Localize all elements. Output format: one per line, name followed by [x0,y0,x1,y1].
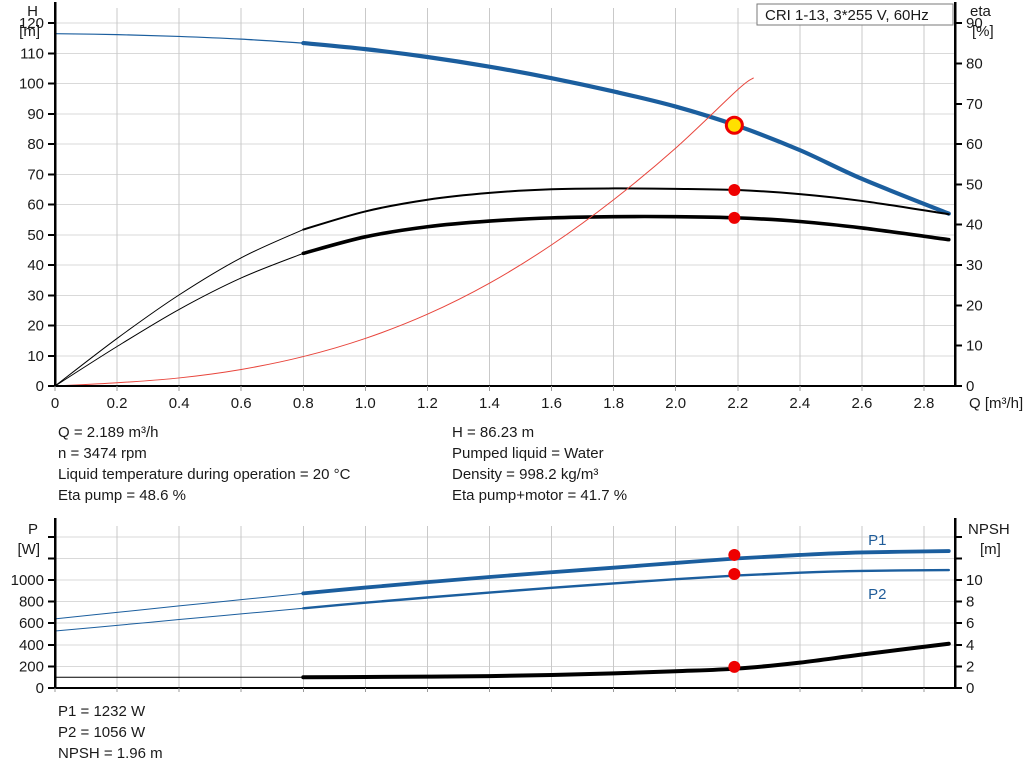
p2-point-marker[interactable] [728,567,741,580]
top-x-tick-label: 2.8 [914,395,935,412]
eta-pump-motor-curve-thin [54,252,304,387]
chart-title-label: CRI 1-13, 3*255 V, 60Hz [765,7,929,24]
top-y2-tick-label: 10 [966,338,983,355]
eta-pump-curve [302,187,950,231]
bottom-y-axis-title: P [28,521,38,538]
info-bottom-line: NPSH = 1.96 m [58,745,163,762]
top-x-tick-label: 1.4 [479,395,500,412]
bottom-y-tick-label: 400 [19,637,44,654]
info-top-col1-line: Eta pump = 48.6 % [58,487,186,504]
info-bottom-line: P1 = 1232 W [58,703,146,720]
p2-curve-thin [54,607,304,632]
top-y-tick-label: 0 [36,378,44,395]
top-y-tick-label: 70 [27,166,44,183]
p2-series-label: P2 [868,586,886,603]
top-y2-tick-label: 70 [966,96,983,113]
top-y-tick-label: 20 [27,318,44,335]
top-x-tick-label: 0.4 [169,395,190,412]
top-y-tick-label: 120 [19,15,44,32]
bottom-y2-axis-unit: [m] [980,541,1001,558]
bottom-y-tick-label: 0 [36,680,44,697]
info-top-col2-line: Density = 998.2 kg/m³ [452,466,598,483]
top-x-tick-label: 0.8 [293,395,314,412]
info-top-col1-line: n = 3474 rpm [58,445,147,462]
info-top-col2-line: Eta pump+motor = 41.7 % [452,487,627,504]
p1-curve-thin [54,592,304,620]
bottom-y2-tick-label: 2 [966,658,974,675]
bottom-y2-axis-title: NPSH [968,521,1010,538]
top-x-tick-label: 2.4 [789,395,810,412]
top-y2-tick-label: 40 [966,217,983,234]
top-x-tick-label: 0.2 [107,395,128,412]
info-top-col1-line: Q = 2.189 m³/h [58,424,158,441]
top-x-tick-label: 0 [51,395,59,412]
top-y-tick-label: 30 [27,287,44,304]
p1-curve [301,549,951,596]
top-y2-tick-label: 20 [966,297,983,314]
info-top-col1-line: Liquid temperature during operation = 20… [58,466,351,483]
bottom-y-tick-label: 1000 [11,572,44,589]
top-x-tick-label: 0.6 [231,395,252,412]
head-curve [301,40,951,216]
bottom-y-axis-unit: [W] [18,541,41,558]
bottom-y2-tick-label: 8 [966,594,974,611]
info-top-col2-line: H = 86.23 m [452,424,534,441]
bottom-chart: P1 P2 0 200 400 600 800 1000 0 2 4 6 8 10 P [W] NPSH [m] [11,518,1010,697]
top-y-axis-unit: [m] [19,23,40,40]
operating-point-info: Q = 2.189 m³/h n = 3474 rpm Liquid tempera… [58,424,627,504]
top-y-tick-label: 80 [27,136,44,153]
top-y-tick-label: 40 [27,257,44,274]
bottom-y-tick-label: 200 [19,658,44,675]
bottom-y2-tick-label: 10 [966,572,983,589]
top-x-axis-title: Q [m³/h] [969,395,1023,412]
info-top-col2-line: Pumped liquid = Water [452,445,604,462]
top-chart: 0 10 20 30 40 50 60 70 80 90 100 110 120 0 10 20 30 40 50 6… [19,2,1023,412]
top-y-tick-label: 90 [27,106,44,123]
top-x-tick-label: 2.6 [851,395,872,412]
duty-point-marker[interactable] [724,115,744,135]
npsh-curve [301,641,951,680]
top-y-tick-label: 60 [27,197,44,214]
top-x-tick-label: 1.8 [603,395,624,412]
top-x-tick-label: 1.6 [541,395,562,412]
info-bottom-line: P2 = 1056 W [58,724,146,741]
top-y2-axis-unit: [%] [972,23,994,40]
bottom-y2-tick-label: 0 [966,680,974,697]
bottom-y2-tick-label: 6 [966,615,974,632]
top-y2-axis-title: eta [970,3,992,20]
npsh-ramp-curve [54,77,754,387]
eta-pump-motor-point-marker[interactable] [728,211,741,224]
eta-pump-point-marker[interactable] [728,184,741,197]
top-y2-tick-label: 90 [966,15,983,32]
p1-series-label: P1 [868,532,886,549]
power-npsh-info: P1 = 1232 W P2 = 1056 W NPSH = 1.96 m [58,703,163,762]
top-x-tick-label: 1.0 [355,395,376,412]
head-curve-thin [54,33,304,44]
top-y2-tick-label: 0 [966,378,974,395]
top-y-tick-label: 10 [27,348,44,365]
top-y-tick-label: 50 [27,227,44,244]
top-x-tick-label: 2.0 [665,395,686,412]
p1-point-marker[interactable] [728,548,741,561]
npsh-point-marker[interactable] [728,660,741,673]
top-y2-tick-label: 60 [966,136,983,153]
top-y-tick-label: 100 [19,76,44,93]
eta-pump-motor-curve [301,214,951,256]
p2-curve [302,568,950,610]
top-x-tick-label: 1.2 [417,395,438,412]
eta-pump-curve-thin [54,229,304,387]
top-y-axis-title: H [27,3,38,20]
top-y2-tick-label: 30 [966,257,983,274]
chart-title-box [756,3,954,26]
top-x-tick-label: 2.2 [727,395,748,412]
bottom-y2-tick-label: 4 [966,637,974,654]
top-y-tick-label: 110 [20,45,44,62]
bottom-y-tick-label: 600 [19,615,44,632]
bottom-y-tick-label: 800 [19,594,44,611]
top-y2-tick-label: 80 [966,55,983,72]
top-y2-tick-label: 50 [966,176,983,193]
